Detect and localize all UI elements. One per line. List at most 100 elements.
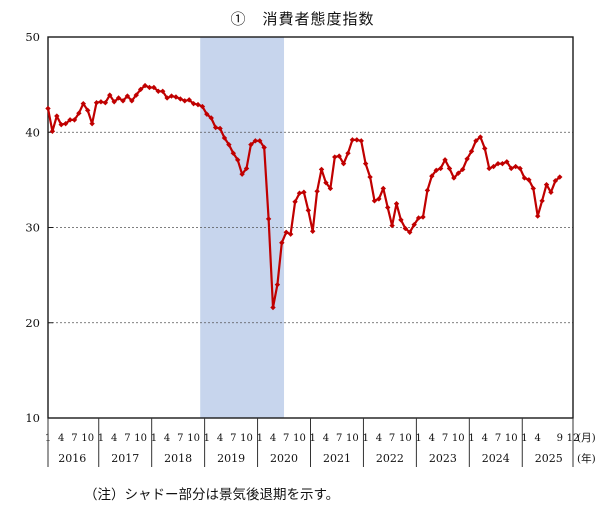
data-point [49, 128, 56, 134]
data-point [58, 121, 64, 128]
data-point [340, 160, 347, 167]
data-point [155, 88, 161, 94]
data-point [93, 100, 100, 106]
data-point [45, 105, 51, 112]
x-month-label: 7 [71, 433, 77, 444]
data-point [349, 137, 356, 143]
x-month-label: 4 [429, 433, 435, 444]
x-year-label: 2016 [58, 452, 86, 465]
data-point [314, 188, 320, 195]
x-month-label: 4 [217, 433, 223, 444]
data-point [327, 185, 334, 192]
x-month-label: 10 [134, 433, 147, 444]
data-point [71, 117, 78, 123]
data-point [464, 156, 470, 162]
x-month-label: 1 [468, 433, 474, 444]
data-point [530, 185, 536, 192]
data-point [265, 216, 272, 222]
data-point [85, 107, 91, 114]
data-point [124, 93, 131, 99]
data-point [120, 98, 126, 104]
x-year-label: 2023 [429, 452, 457, 465]
y-axis-label: 40 [25, 125, 40, 139]
data-point [552, 178, 559, 184]
y-axis-label: 50 [25, 30, 40, 44]
data-point [389, 222, 395, 229]
data-point [310, 228, 316, 235]
data-point [380, 185, 386, 192]
data-point [504, 159, 510, 165]
x-month-label: 1 [257, 433, 263, 444]
data-point [243, 165, 250, 172]
data-point [274, 281, 281, 288]
data-point [212, 124, 219, 131]
x-year-label: 2024 [482, 452, 510, 465]
x-year-label: 2017 [111, 452, 139, 465]
data-point [292, 199, 298, 205]
data-point [521, 175, 528, 181]
x-month-label: 10 [452, 433, 465, 444]
x-month-label: 10 [81, 433, 94, 444]
data-point [548, 189, 554, 195]
x-month-label: 7 [442, 433, 448, 444]
x-month-label: 4 [164, 433, 170, 444]
data-point [62, 120, 69, 127]
x-month-label: 4 [111, 433, 117, 444]
y-axis-label: 10 [25, 411, 40, 425]
data-point [517, 165, 523, 172]
data-point [301, 189, 307, 195]
x-month-label: 1 [362, 433, 368, 444]
data-point [146, 84, 153, 91]
data-point [376, 196, 382, 202]
x-month-label: 4 [376, 433, 382, 444]
data-point [358, 138, 364, 144]
x-axis-unit-month: (月) [577, 432, 596, 444]
data-point [296, 190, 303, 196]
x-month-label: 7 [389, 433, 395, 444]
x-month-label: 1 [151, 433, 157, 444]
data-point [190, 100, 197, 107]
data-point [89, 120, 95, 127]
data-point [177, 96, 184, 102]
data-point [151, 84, 157, 91]
data-point [107, 92, 113, 98]
data-point [437, 165, 444, 172]
x-month-label: 10 [293, 433, 306, 444]
data-point [283, 229, 289, 235]
data-point [182, 98, 188, 104]
x-month-label: 10 [505, 433, 518, 444]
x-month-label: 1 [521, 433, 527, 444]
data-point [318, 166, 325, 173]
data-point [512, 163, 519, 170]
data-point [204, 111, 210, 117]
data-point [235, 157, 241, 163]
data-point [248, 141, 254, 148]
data-point [402, 225, 409, 232]
data-point [539, 198, 545, 204]
x-month-label: 4 [535, 433, 541, 444]
data-point [168, 93, 175, 99]
x-year-label: 2020 [270, 452, 298, 465]
x-month-label: 7 [495, 433, 501, 444]
data-point [239, 171, 245, 177]
data-point [442, 157, 448, 163]
data-point [371, 198, 378, 204]
data-point [257, 138, 263, 144]
data-point [142, 82, 148, 89]
data-point [473, 138, 479, 144]
trend-line [46, 84, 561, 309]
data-point [76, 110, 82, 116]
data-point [115, 95, 122, 101]
x-month-label: 10 [240, 433, 253, 444]
x-month-label: 9 [557, 433, 563, 444]
y-axis-label: 20 [25, 316, 40, 330]
data-point [111, 99, 117, 105]
data-point [468, 148, 475, 154]
data-point [411, 221, 417, 228]
data-point [385, 204, 391, 211]
x-month-label: 4 [323, 433, 329, 444]
x-month-label: 4 [482, 433, 488, 444]
x-year-label: 2018 [164, 452, 192, 465]
data-point [526, 177, 532, 183]
